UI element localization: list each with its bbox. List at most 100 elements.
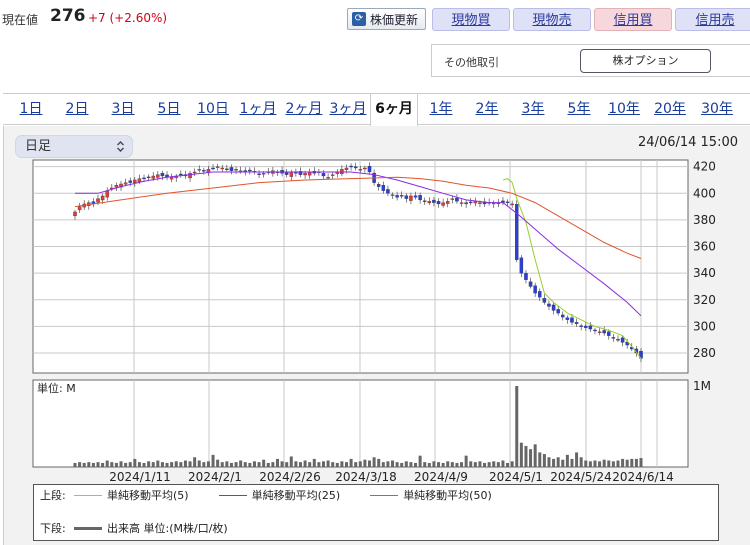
candle-body xyxy=(528,281,533,287)
moving-average-line-1 xyxy=(75,171,642,317)
volume-bar xyxy=(340,461,344,467)
refresh-price-label: 株価更新 xyxy=(370,12,419,27)
candle-body xyxy=(551,304,556,311)
legend-lower-prefix: 下段: xyxy=(40,522,66,535)
volume-bar xyxy=(593,460,597,467)
candle-body xyxy=(146,176,151,179)
candle-body xyxy=(202,170,206,172)
candle-body xyxy=(100,195,105,201)
volume-bar xyxy=(179,462,183,467)
volume-bar xyxy=(639,458,643,467)
volume-bar xyxy=(455,462,459,467)
volume-bar xyxy=(598,461,602,467)
volume-bar xyxy=(128,462,132,467)
volume-bar xyxy=(78,462,82,467)
legend-ma25-swatch xyxy=(218,494,247,496)
tab-period-11[interactable]: 3年 xyxy=(521,101,545,117)
cash-sell-button[interactable]: 現物売 xyxy=(513,8,591,31)
legend-upper-row: 上段: 単純移動平均(5) 単純移動平均(25) 単純移動平均(50) xyxy=(40,488,522,502)
tab-period-2[interactable]: 3日 xyxy=(111,101,135,117)
volume-bar xyxy=(82,462,86,467)
candle-body xyxy=(597,331,602,333)
tab-period-5[interactable]: 1ヶ月 xyxy=(239,101,277,117)
volume-bar xyxy=(110,462,114,467)
cash-buy-button[interactable]: 現物買 xyxy=(432,8,510,31)
volume-bar xyxy=(584,460,588,467)
tab-period-14[interactable]: 20年 xyxy=(654,101,686,117)
candle-body xyxy=(620,337,625,343)
price-tick-label: 300 xyxy=(693,319,716,333)
volume-bar xyxy=(335,462,339,467)
candle-body xyxy=(436,201,441,205)
volume-bar xyxy=(119,461,123,467)
tab-period-6[interactable]: 2ヶ月 xyxy=(285,101,323,117)
candle-body xyxy=(409,195,413,201)
volume-bar xyxy=(73,462,77,467)
stock-option-button[interactable]: 株オプション xyxy=(580,49,711,73)
tab-period-0[interactable]: 1日 xyxy=(19,101,43,117)
candle-body xyxy=(602,330,606,334)
chart-datetime: 24/06/14 15:00 xyxy=(638,135,738,150)
volume-bar xyxy=(381,462,385,467)
volume-bar xyxy=(496,462,500,467)
legend-ma50: 単純移動平均(50) xyxy=(370,487,492,503)
tab-period-4[interactable]: 10日 xyxy=(197,101,229,117)
tab-period-7[interactable]: 3ヶ月 xyxy=(329,101,367,117)
volume-bar xyxy=(91,462,95,467)
candle-body xyxy=(77,206,82,211)
price-tick-label: 400 xyxy=(693,186,716,200)
x-tick-label: 2024/2/1 xyxy=(188,470,242,484)
volume-bar xyxy=(575,452,579,467)
candle-body xyxy=(284,172,289,175)
candle-body xyxy=(565,317,570,320)
volume-bar xyxy=(170,462,174,467)
candle-body xyxy=(459,202,464,204)
price-tick-label: 320 xyxy=(693,293,716,307)
moving-average-line-2 xyxy=(74,176,642,259)
legend-upper-prefix: 上段: xyxy=(40,489,66,502)
candle-body xyxy=(261,173,266,175)
candle-body xyxy=(524,273,528,280)
volume-bar xyxy=(317,462,321,467)
candle-body xyxy=(404,195,409,199)
tab-period-9[interactable]: 1年 xyxy=(429,101,453,117)
candle-body xyxy=(432,199,436,203)
other-trade-panel: その他取引 株オプション xyxy=(431,44,750,77)
candle-body xyxy=(399,195,404,197)
tab-period-8[interactable]: 6ヶ月 xyxy=(370,94,418,126)
candle-body xyxy=(381,185,386,191)
volume-bar xyxy=(441,462,445,467)
candle-body xyxy=(96,198,100,203)
tab-period-12[interactable]: 5年 xyxy=(567,101,591,117)
tab-period-1[interactable]: 2日 xyxy=(65,101,89,117)
volume-bar xyxy=(202,462,206,467)
candle-body xyxy=(73,211,77,217)
interval-select[interactable]: 日足 xyxy=(15,135,133,158)
candle-body xyxy=(584,325,588,328)
volume-bar xyxy=(602,459,606,467)
volume-bar xyxy=(308,462,312,467)
tab-period-13[interactable]: 10年 xyxy=(608,101,640,117)
volume-bar xyxy=(257,462,261,467)
tab-period-15[interactable]: 30年 xyxy=(701,101,733,117)
volume-bar xyxy=(579,457,583,467)
x-tick-label: 2024/2/26 xyxy=(259,470,321,484)
volume-bar xyxy=(234,462,238,467)
candle-body xyxy=(588,325,593,330)
volume-tick-label: 1M xyxy=(693,379,711,393)
volume-bar xyxy=(239,460,243,467)
price-tick-label: 420 xyxy=(693,160,716,174)
volume-bar xyxy=(630,458,634,467)
legend-ma5-label: 単純移動平均(5) xyxy=(107,489,189,502)
candle-body xyxy=(464,202,468,205)
volume-bar xyxy=(588,461,592,467)
volume-bar xyxy=(160,462,164,467)
volume-bar xyxy=(395,462,399,467)
tab-period-3[interactable]: 5日 xyxy=(157,101,181,117)
candle-body xyxy=(556,309,560,314)
x-tick-label: 2024/3/18 xyxy=(335,470,397,484)
margin-sell-button[interactable]: 信用売 xyxy=(675,8,750,31)
tab-period-10[interactable]: 2年 xyxy=(475,101,499,117)
margin-buy-button[interactable]: 信用買 xyxy=(594,8,672,31)
refresh-price-button[interactable]: ⟳ 株価更新 xyxy=(347,8,426,30)
